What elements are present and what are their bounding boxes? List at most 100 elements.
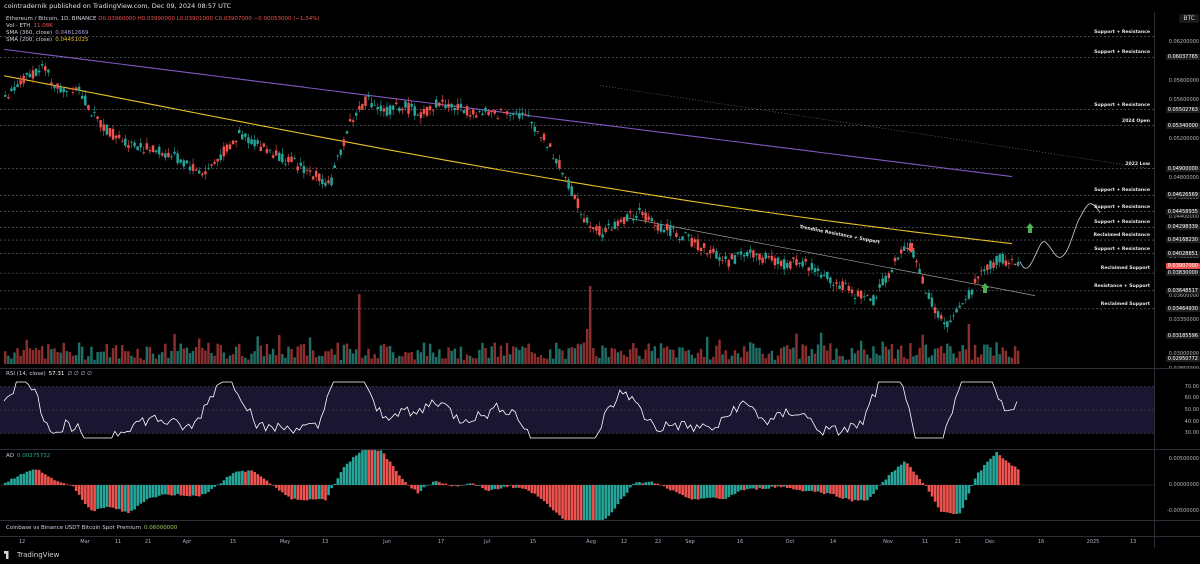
candle-body — [327, 180, 330, 184]
candle-body — [798, 262, 801, 265]
volume-bar — [807, 355, 811, 364]
candle-body — [579, 214, 583, 216]
ao-bar — [133, 485, 136, 510]
time-axis[interactable]: 12 Mar 11 21 Apr 15 May 13 Jun 17 Jul 15 Aug 12 22 Sep 1… — [0, 536, 1154, 549]
candle-body — [31, 70, 35, 79]
volume-bar — [499, 345, 503, 364]
ao-label[interactable]: AO — [6, 453, 14, 459]
candle-body — [453, 107, 456, 111]
ao-bar — [665, 485, 669, 489]
volume-bar — [576, 343, 580, 364]
candle-body — [416, 114, 420, 116]
rsi-chart[interactable] — [0, 369, 1154, 449]
currency-tag[interactable]: BTC — [1179, 14, 1199, 23]
volume-bar — [588, 286, 592, 364]
ao-bar — [515, 485, 518, 488]
ao-bar — [764, 485, 768, 489]
ao-bar — [161, 485, 164, 495]
candle-body — [613, 221, 617, 229]
ao-bar — [782, 485, 786, 487]
candle-body — [225, 144, 229, 152]
rsi-pane[interactable]: RSI (14, close) 57.31 ∅ ∅ ∅ ∅ — [0, 368, 1154, 449]
volume-bar — [804, 345, 807, 364]
ao-bar — [906, 463, 909, 485]
ao-chart[interactable] — [0, 450, 1154, 520]
volume-bar — [376, 358, 379, 364]
candle-body — [859, 290, 863, 299]
volume-bar — [284, 357, 287, 364]
ao-bar — [739, 485, 743, 491]
vol-label[interactable]: Vol · ETH — [6, 23, 31, 29]
price-badge: 0.04168230 — [1165, 237, 1200, 244]
time-tick: Aug — [586, 539, 596, 545]
volume-bar — [859, 340, 863, 364]
ao-bar — [213, 485, 216, 487]
ao-pane[interactable]: AO 0.00275732 — [0, 449, 1154, 520]
volume-bar — [28, 348, 32, 364]
tradingview-logo[interactable]: TradingView — [4, 551, 59, 559]
ao-bar — [1007, 462, 1011, 485]
volume-bar — [628, 349, 632, 364]
volume-bar — [736, 353, 740, 364]
ao-bar — [111, 485, 115, 508]
price-chart[interactable] — [0, 12, 1154, 368]
price-badge: 0.04028851 — [1165, 250, 1200, 257]
premium-pane[interactable]: Coinbase vs Binance USDT Bitcoin Spot Pr… — [0, 520, 1154, 537]
volume-bar — [909, 343, 912, 364]
ao-bar — [388, 461, 392, 485]
candle-body — [893, 257, 897, 262]
ao-bar — [499, 485, 503, 489]
volume-bar — [521, 346, 524, 364]
candle-body — [410, 103, 413, 107]
candle-body — [259, 146, 263, 152]
volume-bar — [656, 358, 660, 364]
ao-bar — [456, 485, 460, 487]
volume-bar — [835, 348, 838, 364]
ao-bar — [228, 475, 232, 485]
candle-body — [105, 124, 109, 135]
price-tick: 0.03600000 — [1168, 292, 1199, 299]
symbol-title[interactable]: Ethereum / Bitcoin, 1D, BINANCE — [6, 16, 97, 22]
ao-bar — [672, 485, 675, 491]
ao-bar — [899, 464, 903, 485]
ao-bar — [841, 485, 845, 499]
volume-bar — [899, 345, 903, 364]
rsi-label[interactable]: RSI (14, close) — [6, 371, 46, 377]
candle-body — [207, 167, 210, 169]
ao-bar — [151, 485, 155, 498]
volume-bar — [416, 350, 420, 364]
sma360-label[interactable]: SMA (360, close) — [6, 30, 53, 36]
ao-bar — [709, 485, 712, 498]
candle-body — [268, 150, 272, 152]
ao-bar — [287, 485, 290, 497]
volume-bar — [422, 342, 426, 364]
candle-body — [231, 140, 235, 145]
ao-bar — [659, 485, 663, 486]
premium-axis[interactable] — [1154, 520, 1200, 537]
volume-bar — [435, 356, 438, 364]
candle-body — [896, 257, 900, 260]
candle-body — [358, 106, 361, 110]
volume-bar — [595, 356, 598, 364]
ao-bar — [241, 470, 244, 485]
ao-bar — [462, 485, 466, 486]
sma200-label[interactable]: SMA (200, close) — [6, 37, 53, 43]
ao-bar — [859, 485, 863, 500]
ao-axis[interactable]: 0.00500000 0.00000000 -0.00500000 — [1154, 449, 1200, 520]
rsi-axis[interactable]: 70.00 60.00 50.00 40.00 30.00 — [1154, 368, 1200, 449]
rsi-tick: 30.00 — [1184, 430, 1199, 437]
premium-label[interactable]: Coinbase vs Binance USDT Bitcoin Spot Pr… — [6, 525, 141, 531]
ao-bar — [542, 485, 546, 502]
price-pane[interactable]: Ethereum / Bitcoin, 1D, BINANCE O0.03960… — [0, 12, 1154, 368]
candle-body — [182, 160, 186, 167]
candle-body — [376, 107, 379, 110]
candle-body — [462, 109, 466, 113]
price-axis[interactable]: BTC 0.06200000 0.05800000 0.05600000 0.0520… — [1154, 12, 1200, 406]
volume-bar — [850, 347, 854, 364]
candle-body — [77, 86, 81, 91]
volume-bar — [296, 346, 299, 364]
ao-bar — [105, 485, 109, 507]
rsi-tick: 70.00 — [1184, 383, 1199, 390]
volume-bar — [585, 328, 589, 364]
volume-bar — [351, 353, 355, 364]
